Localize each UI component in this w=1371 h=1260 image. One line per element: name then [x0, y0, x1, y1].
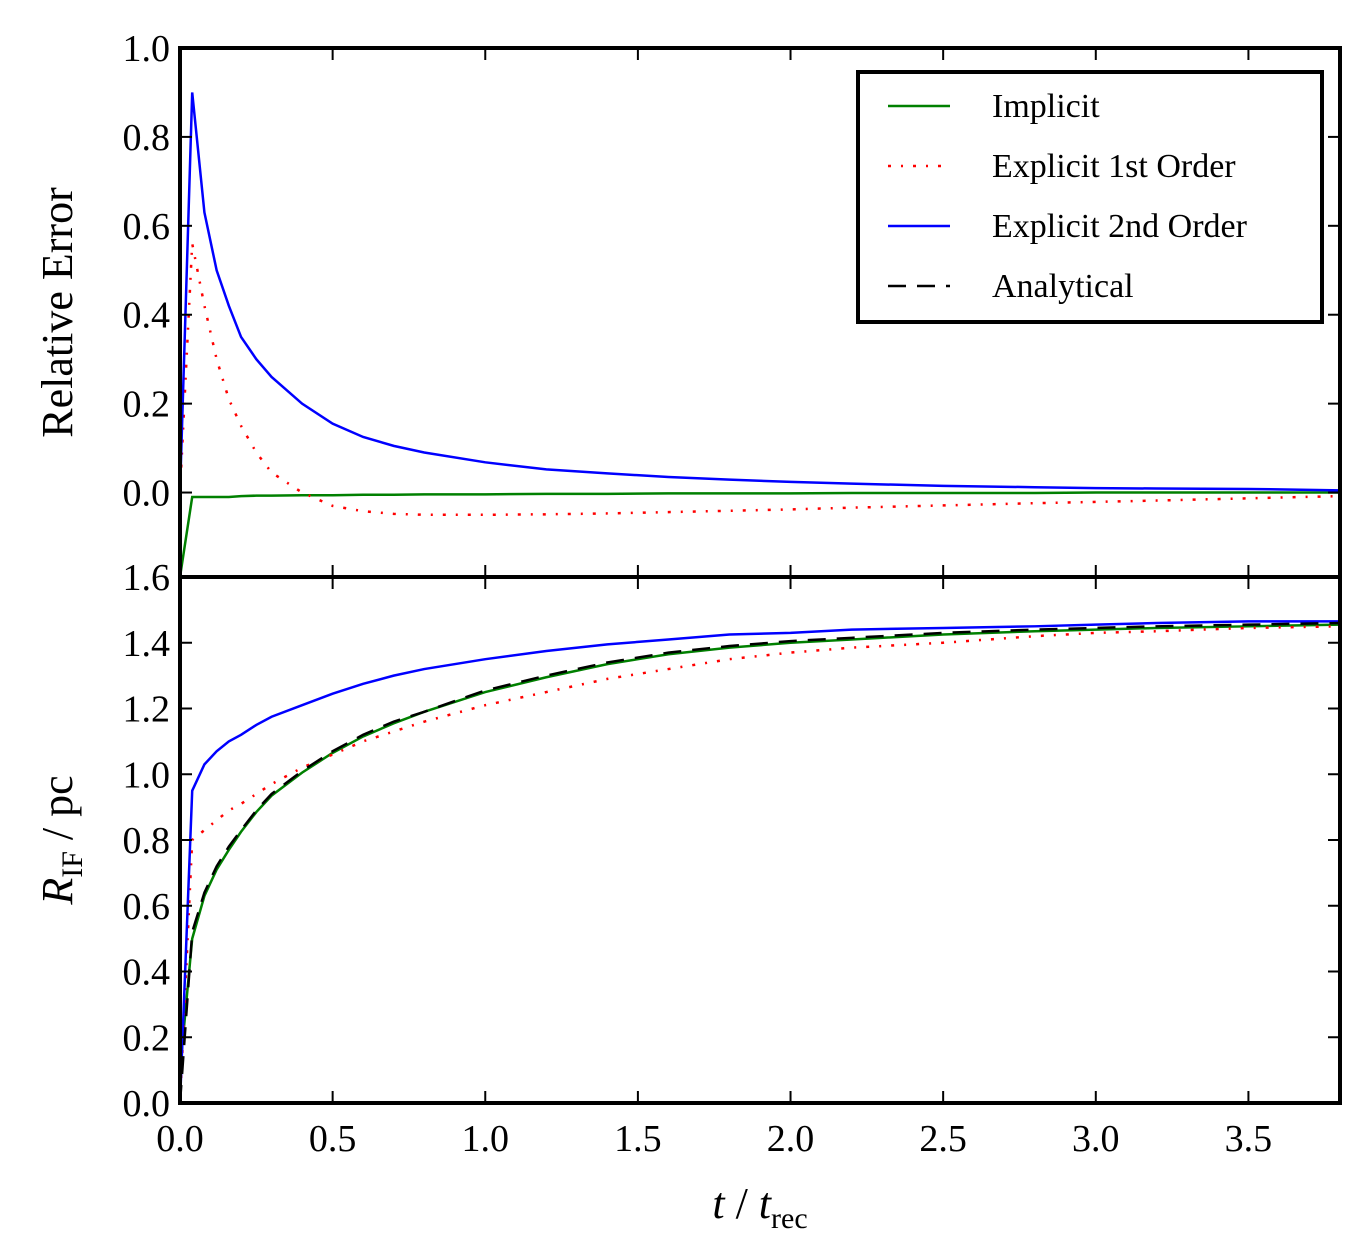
y-tick-label: 1.4 [123, 623, 171, 665]
series-line [180, 491, 1340, 577]
x-tick-label: 3.5 [1225, 1118, 1273, 1160]
y-tick-label: 0.4 [123, 295, 171, 337]
x-axis-label-part: rec [771, 1202, 808, 1235]
x-axis-label-part: t [759, 1179, 773, 1228]
y-tick-label: 0.8 [123, 820, 171, 862]
x-axis-label-part: t [712, 1179, 726, 1228]
series-line [180, 243, 1340, 517]
y-axis-label-part: R [33, 878, 82, 906]
x-tick-label: 1.5 [614, 1118, 662, 1160]
y-axis-label: RIF / pc [33, 775, 89, 905]
x-tick-label: 0.0 [156, 1118, 204, 1160]
x-axis-label: t / trec [712, 1179, 807, 1235]
series-line [180, 621, 1340, 1103]
y-tick-label: 0.6 [123, 206, 171, 248]
legend-label: Explicit 2nd Order [992, 208, 1248, 245]
y-tick-label: 0.0 [123, 473, 171, 515]
x-tick-label: 2.0 [767, 1118, 815, 1160]
plot-area [180, 92, 1340, 577]
series-line [180, 623, 1340, 1071]
y-tick-label: 0.6 [123, 886, 171, 928]
legend-label: Explicit 1st Order [992, 148, 1236, 185]
x-tick-label: 0.5 [309, 1118, 357, 1160]
legend-label: Analytical [992, 268, 1134, 305]
series-line [180, 620, 1340, 1103]
y-tick-label: 1.6 [123, 557, 171, 599]
series-line [180, 92, 1340, 493]
x-axis-label-part: / [725, 1179, 759, 1228]
y-tick-label: 0.2 [123, 384, 171, 426]
y-axis-label: Relative Error [33, 187, 82, 438]
x-tick-label: 3.0 [1072, 1118, 1120, 1160]
legend-label: Implicit [992, 88, 1100, 125]
y-tick-label: 1.0 [123, 754, 171, 796]
y-tick-label: 1.2 [123, 689, 171, 731]
y-axis-label-part: IF [56, 851, 89, 878]
x-tick-label: 2.5 [919, 1118, 967, 1160]
y-tick-label: 1.0 [123, 28, 171, 70]
x-tick-label: 1.0 [462, 1118, 510, 1160]
legend-box [856, 70, 1324, 324]
y-tick-label: 0.0 [123, 1083, 171, 1125]
y-tick-label: 0.8 [123, 117, 171, 159]
series-line [180, 625, 1340, 1103]
plot-area [180, 620, 1340, 1103]
y-axis-label-part: / pc [33, 775, 82, 851]
axes-frame [178, 575, 1342, 1105]
y-tick-label: 0.2 [123, 1017, 171, 1059]
y-tick-label: 0.4 [123, 952, 171, 994]
